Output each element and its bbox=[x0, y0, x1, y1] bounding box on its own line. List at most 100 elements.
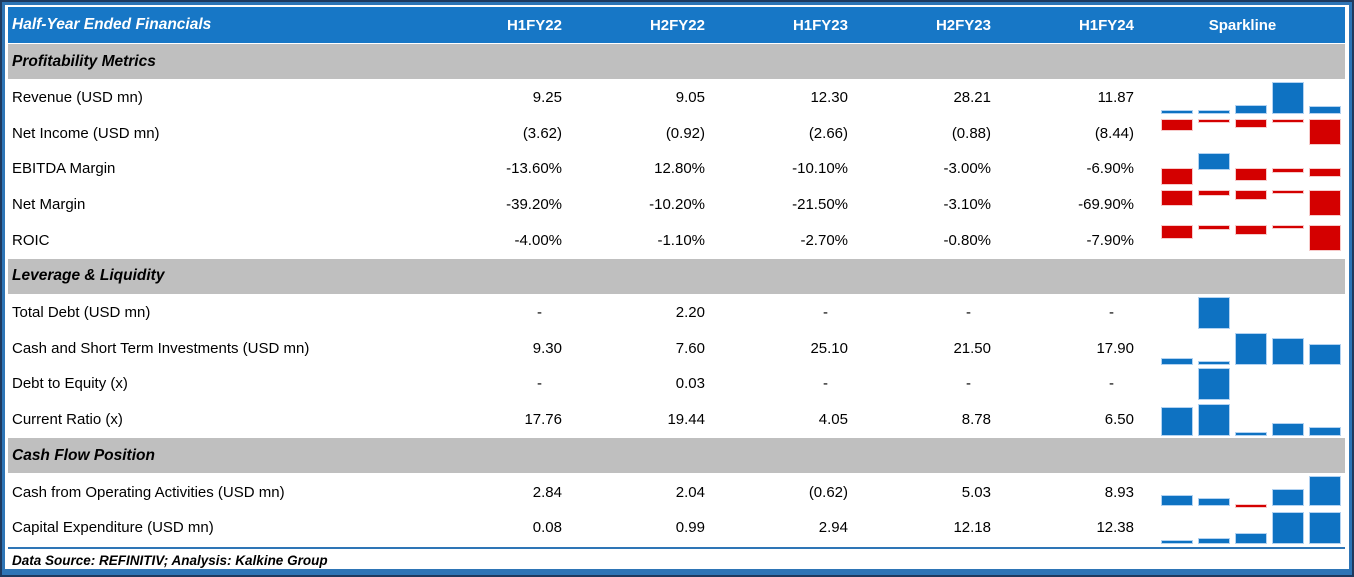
sparkline-bar bbox=[1273, 424, 1303, 435]
value-cell: 25.10 bbox=[810, 339, 848, 357]
sparkline-bar bbox=[1310, 119, 1340, 144]
metric-label: Net Margin bbox=[12, 196, 86, 214]
value-cell: 28.21 bbox=[953, 89, 991, 107]
value-cell: -39.20% bbox=[506, 196, 562, 214]
section-header: Leverage & Liquidity bbox=[8, 258, 1345, 294]
metric-label: Total Debt (USD mn) bbox=[12, 304, 151, 322]
value-cell: -3.10% bbox=[943, 196, 991, 214]
metric-row: ROIC -4.00% -1.10% -2.70% -0.80% -7.90% bbox=[8, 222, 1345, 258]
value-cell: 6.50 bbox=[1104, 411, 1134, 429]
value-cell: -3.00% bbox=[943, 160, 991, 178]
value-cell: 0.03 bbox=[675, 375, 705, 393]
value-cell: - bbox=[823, 304, 828, 322]
value-cell: -21.50% bbox=[792, 196, 848, 214]
sparkline-bar bbox=[1162, 407, 1192, 435]
sparkline-cell bbox=[1140, 151, 1345, 187]
sparkline-bar bbox=[1199, 538, 1229, 543]
sparkline-bar bbox=[1162, 358, 1192, 364]
sparkline-bar bbox=[1310, 477, 1340, 506]
value-cell: (0.92) bbox=[665, 124, 705, 142]
sparkline-bar bbox=[1310, 512, 1340, 543]
sparkline-bar bbox=[1199, 190, 1229, 196]
metric-label: Capital Expenditure (USD mn) bbox=[12, 519, 214, 537]
sparkline-bar bbox=[1199, 111, 1229, 113]
value-cell: - bbox=[537, 304, 542, 322]
sparkline-bar bbox=[1236, 432, 1266, 435]
sparkline-bar bbox=[1273, 168, 1303, 173]
value-cell: -0.80% bbox=[943, 231, 991, 249]
sparkline-cell bbox=[1140, 187, 1345, 223]
sparkline-bar bbox=[1162, 168, 1192, 185]
value-cell: 11.87 bbox=[1097, 89, 1134, 107]
sparkline-cell bbox=[1140, 366, 1345, 402]
value-cell: (0.62) bbox=[808, 483, 848, 501]
value-cell: (3.62) bbox=[522, 124, 562, 142]
sparkline-cell bbox=[1140, 402, 1345, 438]
value-cell: 21.50 bbox=[953, 339, 991, 357]
metric-label: ROIC bbox=[12, 231, 50, 249]
value-cell: 12.18 bbox=[953, 519, 991, 537]
sparkline-bar bbox=[1310, 168, 1340, 177]
value-cell: - bbox=[823, 375, 828, 393]
value-cell: - bbox=[537, 375, 542, 393]
value-cell: - bbox=[966, 375, 971, 393]
sparkline-bar bbox=[1162, 496, 1192, 506]
value-cell: 12.80% bbox=[654, 160, 705, 178]
value-cell: -7.90% bbox=[1086, 231, 1134, 249]
sparkline-bar bbox=[1236, 106, 1266, 113]
metric-row: Capital Expenditure (USD mn) 0.08 0.99 2.94… bbox=[8, 510, 1345, 546]
sparkline-bar bbox=[1236, 168, 1266, 181]
sparkline-bar bbox=[1236, 333, 1266, 364]
footer-separator bbox=[8, 546, 1345, 549]
sparkline-bar bbox=[1310, 106, 1340, 113]
metric-label: Current Ratio (x) bbox=[12, 411, 123, 429]
sparkline-bar bbox=[1310, 190, 1340, 215]
sparkline-bar bbox=[1162, 540, 1192, 543]
metric-label: Revenue (USD mn) bbox=[12, 89, 143, 107]
table-header-row: Half-Year Ended Financials H1FY22 H2FY22… bbox=[8, 7, 1345, 43]
sparkline-bar bbox=[1236, 119, 1266, 127]
sparkline-bar bbox=[1273, 513, 1303, 543]
metric-row: Current Ratio (x) 17.76 19.44 4.05 8.78 6.50 bbox=[8, 402, 1345, 438]
metric-row: Net Margin -39.20% -10.20% -21.50% -3.10% -69… bbox=[8, 187, 1345, 223]
metric-label: EBITDA Margin bbox=[12, 160, 116, 178]
value-cell: - bbox=[966, 304, 971, 322]
col-header-h1fy22: H1FY22 bbox=[506, 16, 562, 34]
sparkline-bar bbox=[1273, 83, 1303, 113]
sparkline-cell bbox=[1140, 474, 1345, 510]
value-cell: 19.44 bbox=[667, 411, 705, 429]
value-cell: 2.94 bbox=[818, 519, 848, 537]
sparkline-bar bbox=[1199, 226, 1229, 230]
value-cell: -2.70% bbox=[800, 231, 848, 249]
value-cell: 2.04 bbox=[675, 483, 705, 501]
value-cell: 0.08 bbox=[532, 519, 562, 537]
sparkline-bar bbox=[1236, 534, 1266, 543]
value-cell: 12.38 bbox=[1096, 519, 1134, 537]
metric-label: Cash and Short Term Investments (USD mn) bbox=[12, 339, 310, 357]
value-cell: -10.20% bbox=[649, 196, 705, 214]
sparkline-bar bbox=[1162, 110, 1192, 113]
sparkline-bar bbox=[1273, 119, 1303, 122]
value-cell: 9.25 bbox=[532, 89, 562, 107]
col-header-h1fy24: H1FY24 bbox=[1078, 16, 1134, 34]
value-cell: -1.10% bbox=[657, 231, 705, 249]
sparkline-bar bbox=[1273, 226, 1303, 229]
value-cell: - bbox=[1109, 375, 1114, 393]
sparkline-bar bbox=[1236, 226, 1266, 235]
sparkline-bar bbox=[1199, 361, 1229, 364]
value-cell: 4.05 bbox=[818, 411, 848, 429]
sparkline-bar bbox=[1273, 190, 1303, 193]
value-cell: (0.88) bbox=[951, 124, 991, 142]
col-header-h2fy23: H2FY23 bbox=[935, 16, 991, 34]
value-cell: 7.60 bbox=[675, 339, 705, 357]
sparkline-bar bbox=[1162, 190, 1192, 205]
value-cell: 8.78 bbox=[961, 411, 991, 429]
sparkline-bar bbox=[1199, 154, 1229, 169]
data-source-note: Data Source: REFINITIV; Analysis: Kalkin… bbox=[12, 552, 328, 568]
value-cell: 2.20 bbox=[675, 304, 705, 322]
col-header-h1fy23: H1FY23 bbox=[792, 16, 848, 34]
sparkline-cell bbox=[1140, 222, 1345, 258]
sparkline-bar bbox=[1162, 119, 1192, 130]
